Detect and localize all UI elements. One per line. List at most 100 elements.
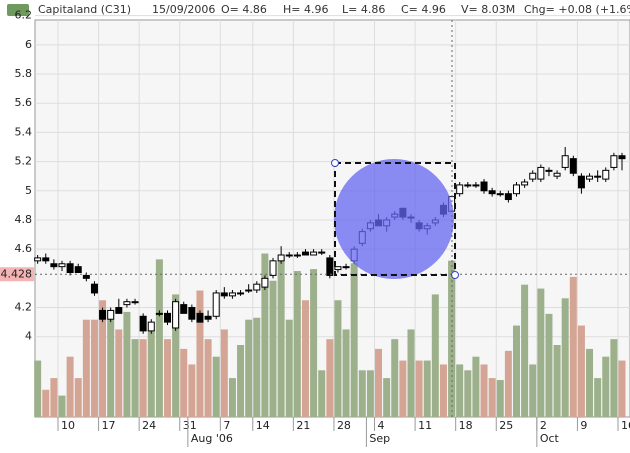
- candle-body: [155, 312, 163, 315]
- candle-body: [618, 155, 626, 160]
- candle-body: [277, 254, 285, 262]
- y-tick-label: 5: [25, 184, 32, 197]
- candle-body: [561, 155, 569, 168]
- candle-body: [90, 283, 98, 294]
- x-tick-label: 25: [499, 419, 513, 432]
- candle-body: [50, 263, 58, 268]
- volume-bar: [212, 356, 220, 417]
- volume-bar: [456, 364, 464, 417]
- volume-bar: [131, 339, 139, 417]
- candle-body: [172, 301, 180, 329]
- y-tick-label: 4.6: [15, 242, 33, 255]
- volume-bar: [512, 325, 520, 417]
- candle-body: [34, 257, 42, 262]
- volume-bar: [618, 360, 626, 417]
- volume-bar: [139, 339, 147, 417]
- x-tick-label: 16: [621, 419, 630, 432]
- candle-body: [488, 190, 496, 195]
- y-tick-label: 4: [25, 330, 32, 343]
- volume-bar: [472, 356, 480, 417]
- candle-body: [318, 251, 326, 254]
- x-tick-label: 17: [102, 419, 116, 432]
- volume-bar: [58, 395, 66, 417]
- volume-bar: [561, 298, 569, 417]
- volume-bar: [326, 339, 334, 417]
- candle-body: [99, 309, 107, 320]
- candle-body: [310, 251, 318, 256]
- volume-bar: [415, 360, 423, 417]
- candle-body: [180, 304, 188, 314]
- volume-bar: [155, 259, 163, 417]
- header-bar: [0, 0, 630, 20]
- candle-body: [586, 175, 594, 180]
- volume-bar: [196, 290, 204, 417]
- volume-bar: [537, 288, 545, 417]
- open: O= 4.86: [221, 3, 267, 16]
- volume-bar: [147, 329, 155, 417]
- x-tick-label: 7: [223, 419, 230, 432]
- volume-bar: [577, 325, 585, 417]
- candle-body: [472, 184, 480, 187]
- volume-bar: [261, 253, 269, 417]
- candle-body: [602, 169, 610, 180]
- x-tick-label: 2: [540, 419, 547, 432]
- stock-name: Capitaland (C31): [38, 3, 131, 16]
- volume: V= 8.03M: [461, 3, 515, 16]
- volume-bar: [391, 339, 399, 417]
- volume-bar: [42, 389, 50, 417]
- volume-bar: [488, 378, 496, 417]
- close: C= 4.96: [401, 3, 446, 16]
- handle: [451, 271, 459, 279]
- candle-body: [496, 193, 504, 196]
- volume-bar: [407, 329, 415, 417]
- volume-bar: [66, 356, 74, 417]
- candle-body: [212, 292, 220, 317]
- date: 15/09/2006: [152, 3, 215, 16]
- candle-body: [594, 175, 602, 178]
- volume-bar: [293, 271, 301, 417]
- volume-bar: [220, 329, 228, 417]
- candle-body: [545, 169, 553, 172]
- volume-bar: [277, 257, 285, 417]
- candle-body: [139, 315, 147, 332]
- volume-bar: [375, 348, 383, 417]
- candle-body: [123, 301, 131, 306]
- volume-bar: [448, 260, 456, 417]
- volume-bar: [431, 294, 439, 417]
- volume-bar: [99, 300, 107, 417]
- month-label: Aug '06: [191, 432, 233, 445]
- volume-bar: [204, 339, 212, 417]
- candle-body: [74, 266, 82, 274]
- candle-body: [464, 184, 472, 187]
- candle-body: [529, 172, 537, 180]
- volume-bar: [90, 319, 98, 417]
- volume-bar: [439, 364, 447, 417]
- x-tick-label: 28: [337, 419, 351, 432]
- candle-body: [196, 312, 204, 323]
- volume-bar: [123, 311, 131, 417]
- volume-bar: [172, 294, 180, 417]
- crosshair-label-box: [0, 267, 34, 282]
- volume-bar: [610, 339, 618, 417]
- low: L= 4.86: [342, 3, 385, 16]
- volume-bar: [74, 378, 82, 417]
- volume-bar: [310, 269, 318, 417]
- volume-bar: [34, 360, 42, 417]
- volume-bar: [228, 378, 236, 417]
- candle-body: [342, 266, 350, 269]
- y-tick-label: 4.2: [15, 301, 33, 314]
- x-tick-label: 9: [580, 419, 587, 432]
- x-tick-label: 11: [418, 419, 432, 432]
- candle-body: [285, 254, 293, 257]
- x-tick-label: 21: [296, 419, 310, 432]
- volume-bar: [237, 344, 245, 417]
- volume-bar: [480, 364, 488, 417]
- candle-body: [204, 315, 212, 320]
- handle: [331, 159, 339, 167]
- volume-bar: [342, 329, 350, 417]
- high: H= 4.96: [283, 3, 328, 16]
- candle-body: [164, 312, 172, 323]
- volume-bar: [545, 313, 553, 417]
- candle-body: [537, 166, 545, 180]
